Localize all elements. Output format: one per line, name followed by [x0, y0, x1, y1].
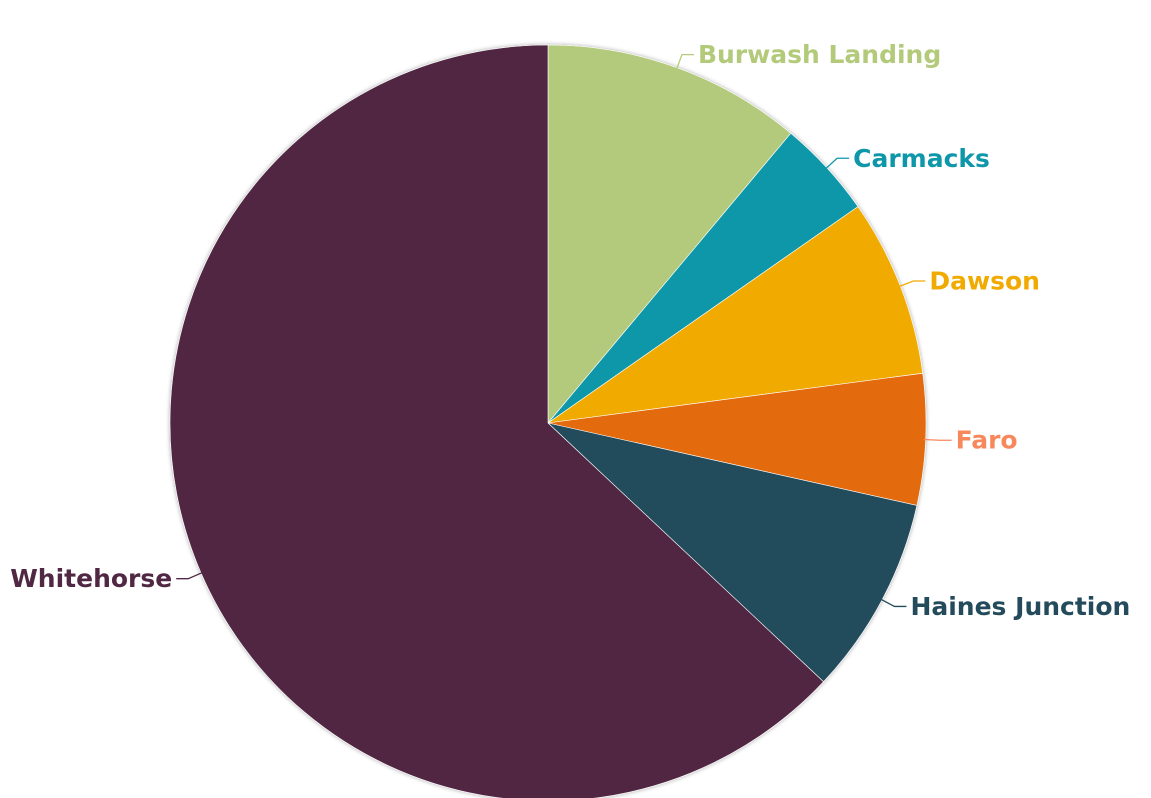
slice-label-burwash-landing: Burwash Landing [698, 40, 941, 69]
leader-line-whitehorse [176, 571, 204, 580]
slice-label-carmacks: Carmacks [853, 144, 990, 173]
leader-line-burwash-landing [675, 53, 694, 70]
leader-line-dawson [898, 280, 926, 288]
leader-line-faro [923, 438, 952, 441]
slice-label-faro: Faro [956, 426, 1018, 455]
slice-label-whitehorse: Whitehorse [10, 564, 172, 593]
slice-label-haines-junction: Haines Junction [910, 592, 1130, 621]
leader-line-carmacks [824, 157, 850, 170]
leader-line-haines-junction [879, 598, 907, 608]
slice-label-dawson: Dawson [929, 266, 1040, 295]
